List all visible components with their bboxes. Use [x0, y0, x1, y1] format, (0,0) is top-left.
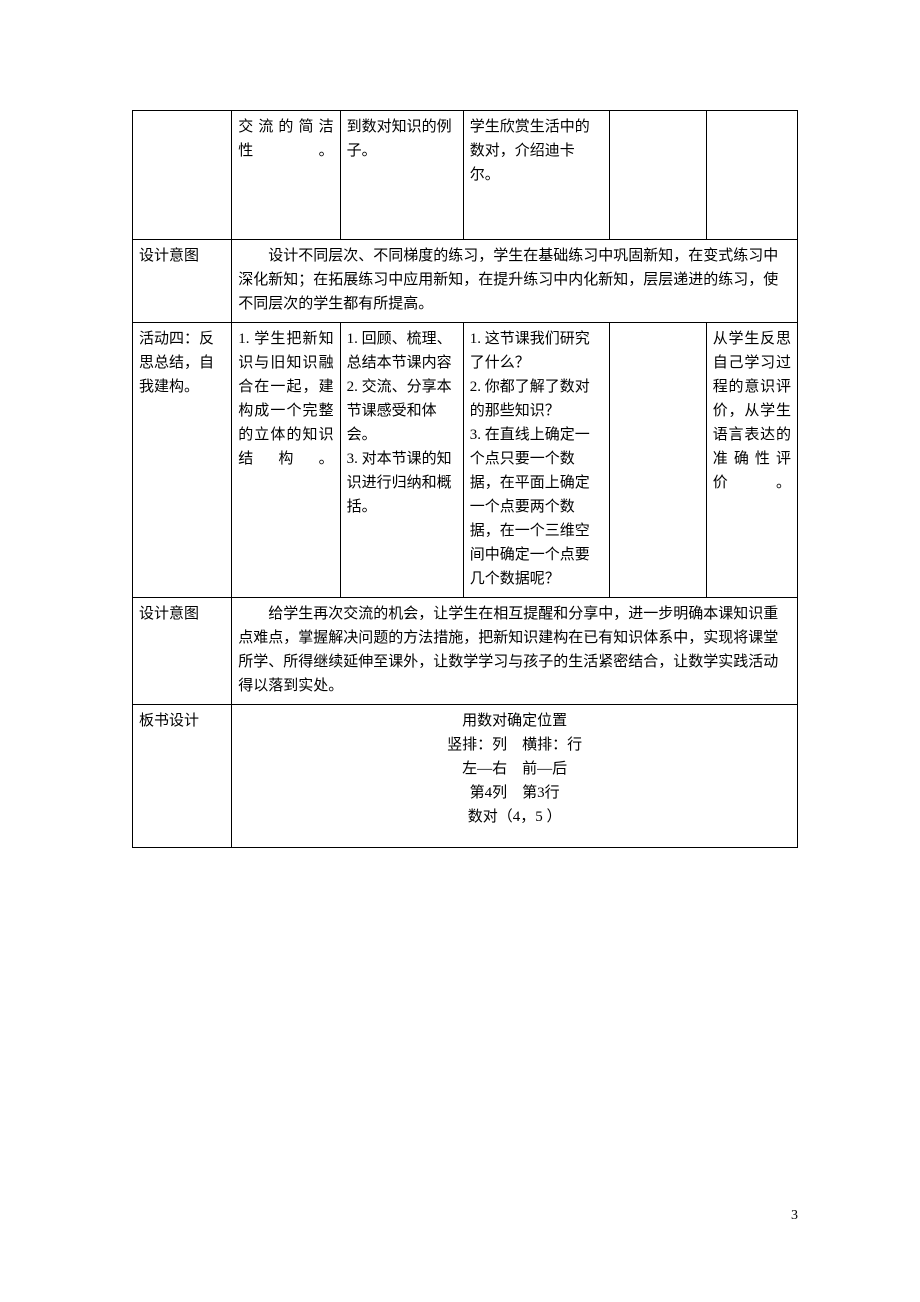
cell-r2-c3: 1. 这节课我们研究了什么？ 2. 你都了解了数对的那些知识？ 3. 在直线上确…	[463, 323, 609, 598]
cell-board-design: 用数对确定位置 竖排：列 横排：行 左—右 前—后 第4列 第3行 数对（4，5…	[232, 705, 798, 848]
cell-r0-c0	[133, 111, 232, 240]
text: 设计不同层次、不同梯度的练习，学生在基础练习中巩固新知，在变式练习中深化新知；在…	[238, 244, 791, 316]
table-row: 设计意图 给学生再次交流的机会，让学生在相互提醒和分享中，进一步明确本课知识重点…	[133, 598, 798, 705]
text: 从学生反思自己学习过程的意识评价，从学生语言表达的准确性评价。	[713, 331, 791, 491]
cell-merged: 给学生再次交流的机会，让学生在相互提醒和分享中，进一步明确本课知识重点难点，掌握…	[232, 598, 798, 705]
text: 1. 回顾、梳理、总结本节课内容 2. 交流、分享本节课感受和体会。 3. 对本…	[347, 331, 452, 515]
text: 给学生再次交流的机会，让学生在相互提醒和分享中，进一步明确本课知识重点难点，掌握…	[238, 602, 791, 698]
cell-r2-c0: 活动四：反思总结，自我建构。	[133, 323, 232, 598]
board-line: 用数对确定位置	[238, 709, 791, 733]
text: 到数对知识的例子。	[347, 119, 452, 159]
document-page: 交流的简洁性。 到数对知识的例子。 学生欣赏生活中的数对，介绍迪卡尔。 设计意图…	[0, 0, 920, 1302]
text: 板书设计	[139, 713, 199, 729]
cell-r0-c1: 交流的简洁性。	[232, 111, 340, 240]
cell-label: 板书设计	[133, 705, 232, 848]
cell-r2-c4	[609, 323, 706, 598]
cell-r2-c1: 1. 学生把新知识与旧知识融合在一起，建构成一个完整的立体的知识结构。	[232, 323, 340, 598]
text: 1. 这节课我们研究了什么？ 2. 你都了解了数对的那些知识？ 3. 在直线上确…	[470, 331, 590, 587]
text: 设计意图	[139, 248, 199, 264]
text: 学生欣赏生活中的数对，介绍迪卡尔。	[470, 119, 590, 183]
cell-r2-c5: 从学生反思自己学习过程的意识评价，从学生语言表达的准确性评价。	[706, 323, 797, 598]
cell-r0-c3: 学生欣赏生活中的数对，介绍迪卡尔。	[463, 111, 609, 240]
board-line: 数对（4，5 ）	[238, 805, 791, 829]
cell-r0-c4	[609, 111, 706, 240]
cell-r2-c2: 1. 回顾、梳理、总结本节课内容 2. 交流、分享本节课感受和体会。 3. 对本…	[340, 323, 463, 598]
table-row: 活动四：反思总结，自我建构。 1. 学生把新知识与旧知识融合在一起，建构成一个完…	[133, 323, 798, 598]
board-line: 第4列 第3行	[238, 781, 791, 805]
text: 1. 学生把新知识与旧知识融合在一起，建构成一个完整的立体的知识结构。	[238, 331, 333, 467]
cell-r0-c5	[706, 111, 797, 240]
cell-r0-c2: 到数对知识的例子。	[340, 111, 463, 240]
table-row: 设计意图 设计不同层次、不同梯度的练习，学生在基础练习中巩固新知，在变式练习中深…	[133, 240, 798, 323]
cell-label: 设计意图	[133, 598, 232, 705]
text: 活动四：反思总结，自我建构。	[139, 331, 214, 395]
page-number: 3	[791, 1208, 798, 1224]
text: 交流的简洁性。	[238, 119, 333, 159]
text: 设计意图	[139, 606, 199, 622]
lesson-plan-table: 交流的简洁性。 到数对知识的例子。 学生欣赏生活中的数对，介绍迪卡尔。 设计意图…	[132, 110, 798, 848]
board-line: 左—右 前—后	[238, 757, 791, 781]
cell-merged: 设计不同层次、不同梯度的练习，学生在基础练习中巩固新知，在变式练习中深化新知；在…	[232, 240, 798, 323]
table-row: 交流的简洁性。 到数对知识的例子。 学生欣赏生活中的数对，介绍迪卡尔。	[133, 111, 798, 240]
table-row: 板书设计 用数对确定位置 竖排：列 横排：行 左—右 前—后 第4列 第3行 数…	[133, 705, 798, 848]
cell-label: 设计意图	[133, 240, 232, 323]
board-line: 竖排：列 横排：行	[238, 733, 791, 757]
